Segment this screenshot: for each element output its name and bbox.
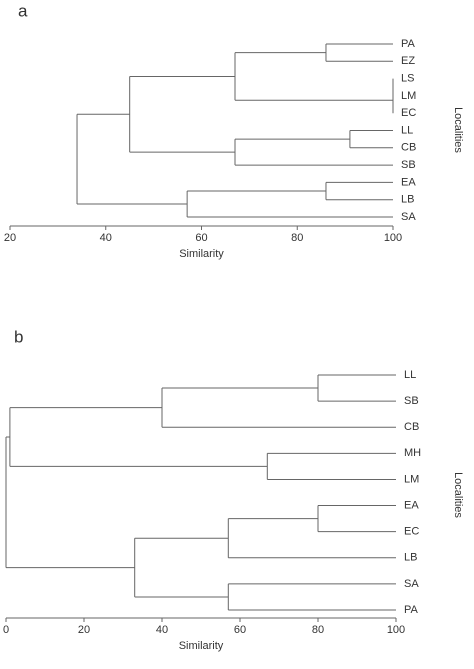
leaf-label: EA [401, 176, 416, 188]
x-tick-label: 100 [387, 624, 405, 636]
y-axis-label: Localities [452, 472, 464, 518]
panel-label: a [18, 1, 28, 20]
leaf-label: EC [401, 107, 416, 119]
x-tick-label: 40 [156, 624, 168, 636]
leaf-label: EZ [401, 55, 415, 67]
leaf-label: CB [404, 421, 419, 433]
x-axis-label: Similarity [179, 248, 224, 260]
x-tick-label: 0 [3, 624, 9, 636]
x-tick-label: 40 [100, 232, 112, 244]
leaf-label: PA [404, 604, 419, 616]
x-tick-label: 20 [78, 624, 90, 636]
leaf-label: LL [404, 369, 416, 381]
x-tick-label: 60 [234, 624, 246, 636]
leaf-label: EA [404, 499, 419, 511]
x-tick-label: 80 [291, 232, 303, 244]
x-axis-label: Similarity [179, 640, 224, 652]
leaf-label: EC [404, 526, 419, 538]
leaf-label: LL [401, 124, 413, 136]
leaf-label: LB [401, 194, 414, 206]
leaf-label: SB [401, 159, 416, 171]
x-tick-label: 100 [384, 232, 402, 244]
panel-label: b [14, 327, 23, 346]
y-axis-label: Localities [452, 107, 464, 153]
leaf-label: LM [401, 90, 416, 102]
leaf-label: SB [404, 395, 419, 407]
x-tick-label: 80 [312, 624, 324, 636]
leaf-label: SA [401, 211, 416, 223]
leaf-label: LM [404, 473, 419, 485]
leaf-label: LB [404, 552, 417, 564]
x-tick-label: 60 [195, 232, 207, 244]
x-tick-label: 20 [4, 232, 16, 244]
leaf-label: MH [404, 447, 421, 459]
leaf-label: SA [404, 578, 419, 590]
leaf-label: LS [401, 73, 414, 85]
leaf-label: PA [401, 38, 416, 50]
leaf-label: CB [401, 142, 416, 154]
